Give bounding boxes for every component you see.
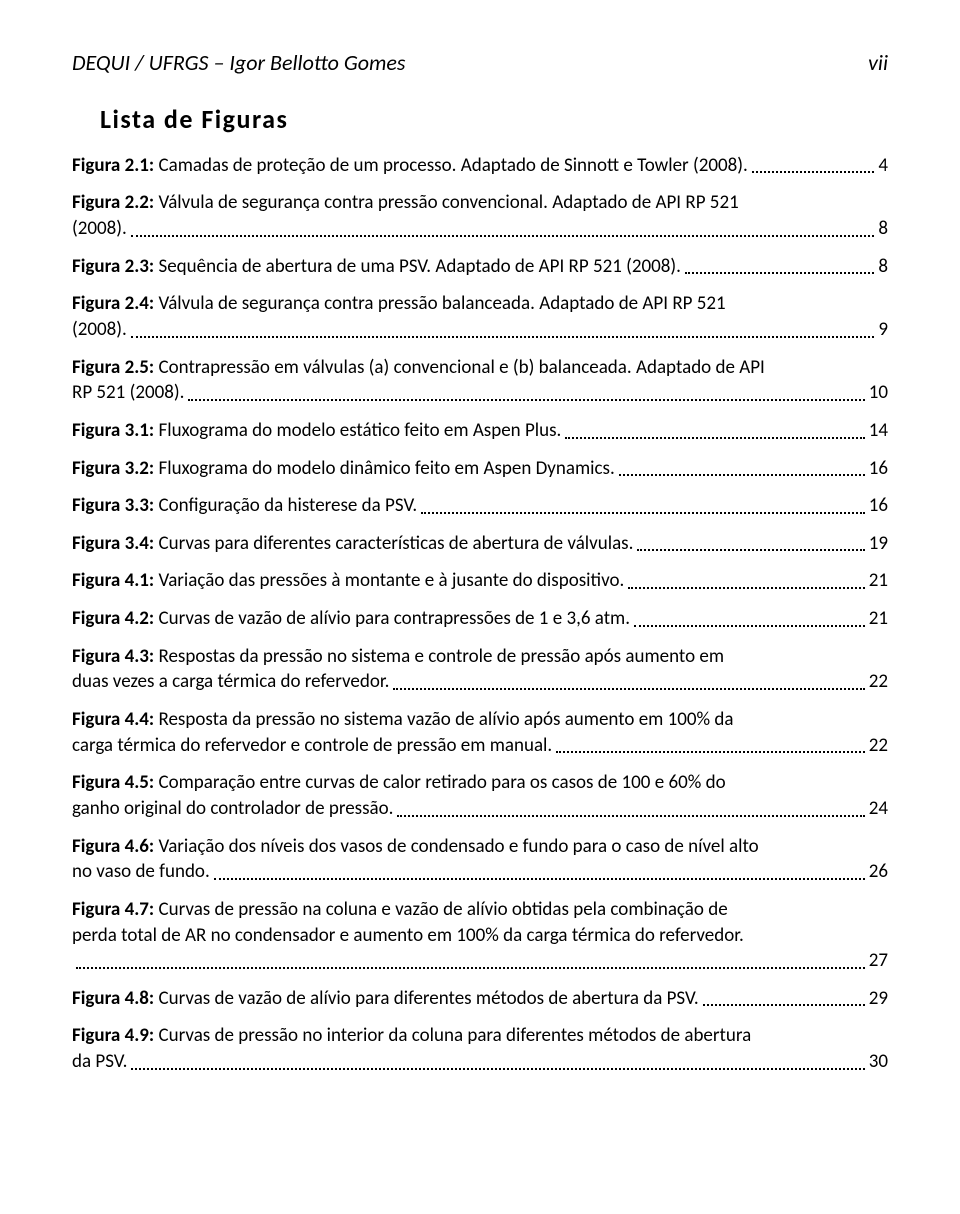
figure-entry-page: 14 xyxy=(869,418,888,444)
figure-entry-text: Figura 2.2: Válvula de segurança contra … xyxy=(72,190,888,216)
figure-entry-text: Figura 3.3: Configuração da histerese da… xyxy=(72,493,417,519)
figure-entry-text: Figura 3.1: Fluxograma do modelo estátic… xyxy=(72,418,561,444)
leader-dots xyxy=(131,1055,864,1070)
figure-entry-text: RP 521 (2008). xyxy=(72,380,184,406)
figure-entry-text: Figura 2.3: Sequência de abertura de uma… xyxy=(72,254,681,280)
figure-entry: Figura 2.2: Válvula de segurança contra … xyxy=(72,190,888,241)
figure-entry-page: 26 xyxy=(869,859,888,885)
figure-entry-text: Figura 4.5: Comparação entre curvas de c… xyxy=(72,770,888,796)
figure-entry: Figura 3.4: Curvas para diferentes carac… xyxy=(72,531,888,557)
figure-list: Figura 2.1: Camadas de proteção de um pr… xyxy=(72,153,888,1075)
leader-dots xyxy=(556,738,865,753)
leader-dots xyxy=(565,423,864,438)
leader-dots xyxy=(685,259,874,274)
leader-dots xyxy=(752,158,875,173)
figure-entry-text: Figura 4.1: Variação das pressões à mont… xyxy=(72,568,624,594)
leader-dots xyxy=(619,461,865,476)
figure-entry-page: 16 xyxy=(869,493,888,519)
leader-dots xyxy=(188,386,864,401)
figure-entry-text: ganho original do controlador de pressão… xyxy=(72,796,393,822)
figure-entry-text: Figura 4.2: Curvas de vazão de alívio pa… xyxy=(72,606,630,632)
figure-entry-page: 22 xyxy=(869,669,888,695)
figure-entry: Figura 3.2: Fluxograma do modelo dinâmic… xyxy=(72,456,888,482)
figure-entry-text: carga térmica do refervedor e controle d… xyxy=(72,733,552,759)
figure-entry: Figura 2.1: Camadas de proteção de um pr… xyxy=(72,153,888,179)
figure-entry-page: 10 xyxy=(869,380,888,406)
leader-dots xyxy=(628,574,864,589)
figure-entry-page: 19 xyxy=(869,531,888,557)
figure-entry-text: Figura 2.5: Contrapressão em válvulas (a… xyxy=(72,355,888,381)
leader-dots xyxy=(397,801,864,816)
figure-entry-page: 9 xyxy=(878,317,888,343)
figure-entry: Figura 4.5: Comparação entre curvas de c… xyxy=(72,770,888,821)
figure-entry-text: Figura 4.7: Curvas de pressão na coluna … xyxy=(72,897,888,923)
figure-entry-text: no vaso de fundo. xyxy=(72,859,210,885)
figure-entry: Figura 4.4: Resposta da pressão no siste… xyxy=(72,707,888,758)
figure-entry-text: Figura 3.2: Fluxograma do modelo dinâmic… xyxy=(72,456,615,482)
figure-entry: Figura 4.9: Curvas de pressão no interio… xyxy=(72,1023,888,1074)
figure-entry: Figura 3.3: Configuração da histerese da… xyxy=(72,493,888,519)
page-header: DEQUI / UFRGS – Igor Bellotto Gomes vii xyxy=(72,48,888,78)
figure-entry: Figura 2.4: Válvula de segurança contra … xyxy=(72,291,888,342)
figure-entry-page: 30 xyxy=(869,1049,888,1075)
figure-entry-text: Figura 3.4: Curvas para diferentes carac… xyxy=(72,531,633,557)
figure-entry: Figura 4.6: Variação dos níveis dos vaso… xyxy=(72,834,888,885)
figure-entry-page: 29 xyxy=(869,986,888,1012)
figure-entry-text: perda total de AR no condensador e aumen… xyxy=(72,923,888,949)
figure-entry-page: 8 xyxy=(878,254,888,280)
figure-entry-text: (2008). xyxy=(72,317,127,343)
figure-entry-text: Figura 4.9: Curvas de pressão no interio… xyxy=(72,1023,888,1049)
leader-dots xyxy=(214,865,865,880)
figure-entry-page: 4 xyxy=(878,153,888,179)
figure-entry: Figura 4.8: Curvas de vazão de alívio pa… xyxy=(72,986,888,1012)
figure-entry-text: Figura 2.4: Válvula de segurança contra … xyxy=(72,291,888,317)
figure-entry-text: duas vezes a carga térmica do refervedor… xyxy=(72,669,389,695)
leader-dots xyxy=(703,991,865,1006)
leader-dots xyxy=(76,954,865,969)
figure-entry-text: Figura 4.6: Variação dos níveis dos vaso… xyxy=(72,834,888,860)
figure-entry: Figura 2.3: Sequência de abertura de uma… xyxy=(72,254,888,280)
leader-dots xyxy=(131,322,875,337)
figure-entry-page: 21 xyxy=(869,606,888,632)
figure-entry-text: Figura 2.1: Camadas de proteção de um pr… xyxy=(72,153,748,179)
figure-entry-page: 24 xyxy=(869,796,888,822)
leader-dots xyxy=(634,612,865,627)
figure-entry-page: 21 xyxy=(869,568,888,594)
leader-dots xyxy=(637,536,864,551)
section-title: Lista de Figuras xyxy=(100,102,888,137)
leader-dots xyxy=(131,222,875,237)
figure-entry-text: Figura 4.8: Curvas de vazão de alívio pa… xyxy=(72,986,699,1012)
figure-entry: Figura 2.5: Contrapressão em válvulas (a… xyxy=(72,355,888,406)
figure-entry: Figura 3.1: Fluxograma do modelo estátic… xyxy=(72,418,888,444)
figure-entry-text: (2008). xyxy=(72,216,127,242)
figure-entry: Figura 4.2: Curvas de vazão de alívio pa… xyxy=(72,606,888,632)
figure-entry: Figura 4.7: Curvas de pressão na coluna … xyxy=(72,897,888,974)
header-left: DEQUI / UFRGS – Igor Bellotto Gomes xyxy=(72,48,405,78)
header-page-number: vii xyxy=(868,48,888,78)
figure-entry-text: da PSV. xyxy=(72,1049,127,1075)
figure-entry-page: 22 xyxy=(869,733,888,759)
figure-entry-page: 16 xyxy=(869,456,888,482)
figure-entry-text: Figura 4.4: Resposta da pressão no siste… xyxy=(72,707,888,733)
leader-dots xyxy=(421,499,865,514)
figure-entry-text: Figura 4.3: Respostas da pressão no sist… xyxy=(72,644,888,670)
figure-entry-page: 27 xyxy=(869,948,888,974)
figure-entry: Figura 4.3: Respostas da pressão no sist… xyxy=(72,644,888,695)
figure-entry-page: 8 xyxy=(878,216,888,242)
figure-entry: Figura 4.1: Variação das pressões à mont… xyxy=(72,568,888,594)
leader-dots xyxy=(393,675,864,690)
